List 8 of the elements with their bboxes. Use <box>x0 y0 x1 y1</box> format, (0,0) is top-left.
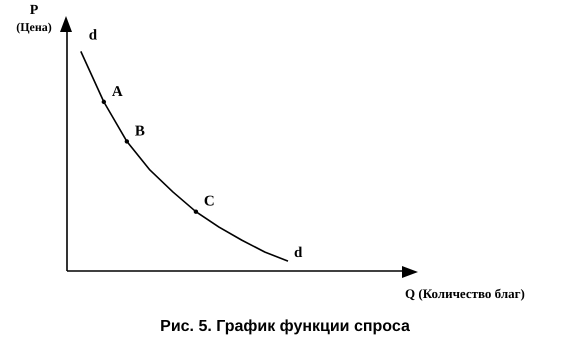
text: d <box>88 27 98 44</box>
text: Рис. 5. График функции спроса <box>159 318 411 336</box>
text: Q (Количество благ) <box>405 286 525 302</box>
y-axis-title: P (Цена) <box>15 2 53 36</box>
annotation: B <box>134 123 145 140</box>
annotation: d <box>294 245 303 262</box>
annotation: C <box>204 194 215 210</box>
annotation: A <box>112 84 123 100</box>
